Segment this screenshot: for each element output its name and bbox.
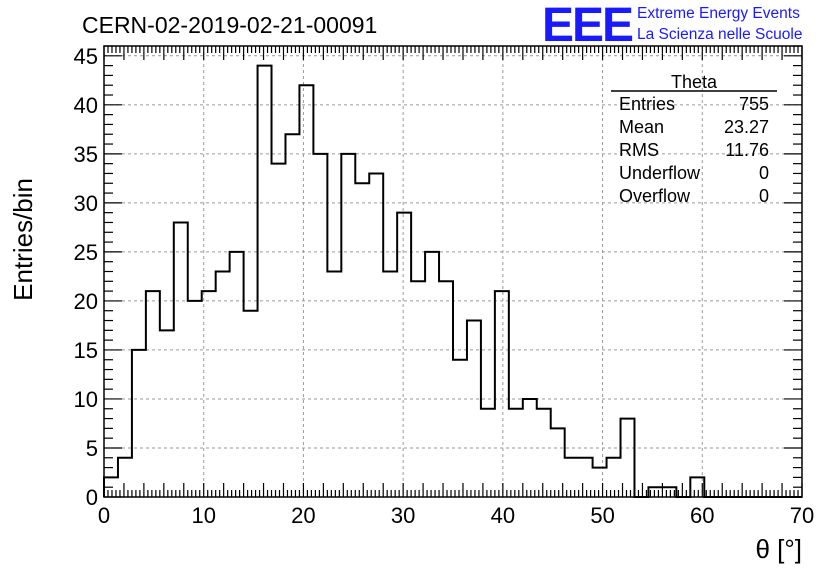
- axis-ticks: [103, 45, 803, 498]
- stats-row-label: RMS: [619, 140, 659, 160]
- x-tick-label: 0: [98, 503, 110, 528]
- y-tick-label: 5: [86, 436, 98, 461]
- y-tick-label: 35: [74, 142, 98, 167]
- y-tick-label: 40: [74, 93, 98, 118]
- stats-row-label: Mean: [619, 117, 664, 137]
- y-tick-label: 15: [74, 338, 98, 363]
- x-tick-label: 40: [491, 503, 515, 528]
- stats-row-value: 0: [759, 186, 769, 206]
- stats-row-label: Underflow: [619, 163, 701, 183]
- x-tick-labels: 0 10 20 30 40 50 60 70: [98, 503, 814, 528]
- chart-title: CERN-02-2019-02-21-00091: [82, 12, 377, 38]
- stats-row-value: 11.76: [725, 140, 769, 160]
- x-tick-label: 10: [191, 503, 215, 528]
- eee-logo: EEE Extreme Energy Events La Scienza nel…: [542, 0, 802, 52]
- stats-box: Theta Entries 755 Mean 23.27 RMS 11.76 Underfl…: [611, 72, 777, 206]
- y-axis-title: Entries/bin: [8, 178, 38, 301]
- stats-box-name: Theta: [671, 72, 718, 92]
- stats-row-label: Entries: [619, 94, 675, 114]
- logo-line-1: Extreme Energy Events: [637, 5, 800, 22]
- y-tick-label: 45: [74, 44, 98, 69]
- x-tick-label: 50: [590, 503, 614, 528]
- x-tick-label: 70: [790, 503, 814, 528]
- stats-row-value: 0: [759, 163, 769, 183]
- y-tick-label: 10: [74, 387, 98, 412]
- y-tick-label: 30: [74, 191, 98, 216]
- stats-row-value: 755: [739, 94, 769, 114]
- y-tick-label: 25: [74, 240, 98, 265]
- y-tick-label: 0: [86, 485, 98, 510]
- stats-box-rows: Entries 755 Mean 23.27 RMS 11.76 Underflow 0 Ove…: [619, 94, 769, 206]
- logo-line-2: La Scienza nelle Scuole: [637, 26, 802, 43]
- logo-mark: EEE: [542, 0, 633, 52]
- stats-row-value: 23.27: [724, 117, 769, 137]
- x-axis-title: θ [°]: [755, 534, 802, 564]
- y-tick-labels: 0 5 10 15 20 25 30 35 40 45: [74, 44, 98, 510]
- x-tick-label: 30: [391, 503, 415, 528]
- x-tick-label: 60: [690, 503, 714, 528]
- y-tick-label: 20: [74, 289, 98, 314]
- stats-row-label: Overflow: [619, 186, 691, 206]
- x-tick-label: 20: [291, 503, 315, 528]
